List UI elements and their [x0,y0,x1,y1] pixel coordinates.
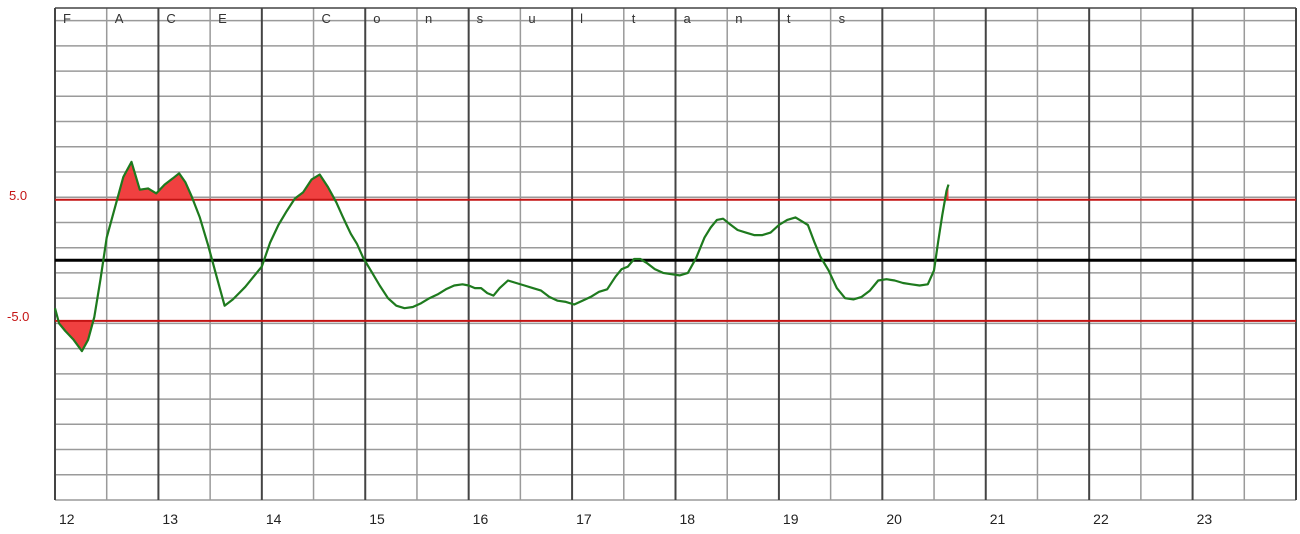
header-letter: a [684,11,692,26]
x-tick-label: 23 [1197,511,1213,527]
x-tick-labels: 12 13 14 15 16 17 18 19 20 21 22 23 [59,511,1212,527]
upper-exceedance-fill [294,174,335,200]
x-tick-label: 21 [990,511,1006,527]
series-line [53,160,950,353]
header-letter: s [839,11,846,26]
header-letter: n [735,11,742,26]
x-tick-label: 16 [473,511,489,527]
header-letter: o [373,11,380,26]
header-letter: E [218,11,227,26]
upper-threshold-label: 5.0 [9,188,27,203]
series-lines [53,160,950,353]
header-letter: s [477,11,484,26]
header-letter: l [580,11,583,26]
header-letter: n [425,11,432,26]
x-tick-label: 22 [1093,511,1109,527]
header-letter: F [63,11,71,26]
header-letter: u [528,11,535,26]
lower-threshold-label: -5.0 [7,309,29,324]
upper-exceedance-fill [117,161,193,200]
header-letter: t [632,11,636,26]
x-tick-label: 18 [680,511,696,527]
x-tick-label: 20 [886,511,902,527]
major-gridlines [54,7,1297,500]
x-tick-label: 15 [369,511,385,527]
x-tick-label: 14 [266,511,282,527]
lower-exceedance-fill [58,320,94,352]
x-tick-label: 12 [59,511,75,527]
header-letter: C [322,11,331,26]
x-tick-label: 17 [576,511,592,527]
header-letter: t [787,11,791,26]
threshold-exceedance-fills [58,161,949,352]
x-tick-label: 19 [783,511,799,527]
x-tick-label: 13 [162,511,178,527]
header-letter: C [166,11,175,26]
header-letter: A [115,11,124,26]
threshold-lines: 5.0 -5.0 [7,188,1296,324]
